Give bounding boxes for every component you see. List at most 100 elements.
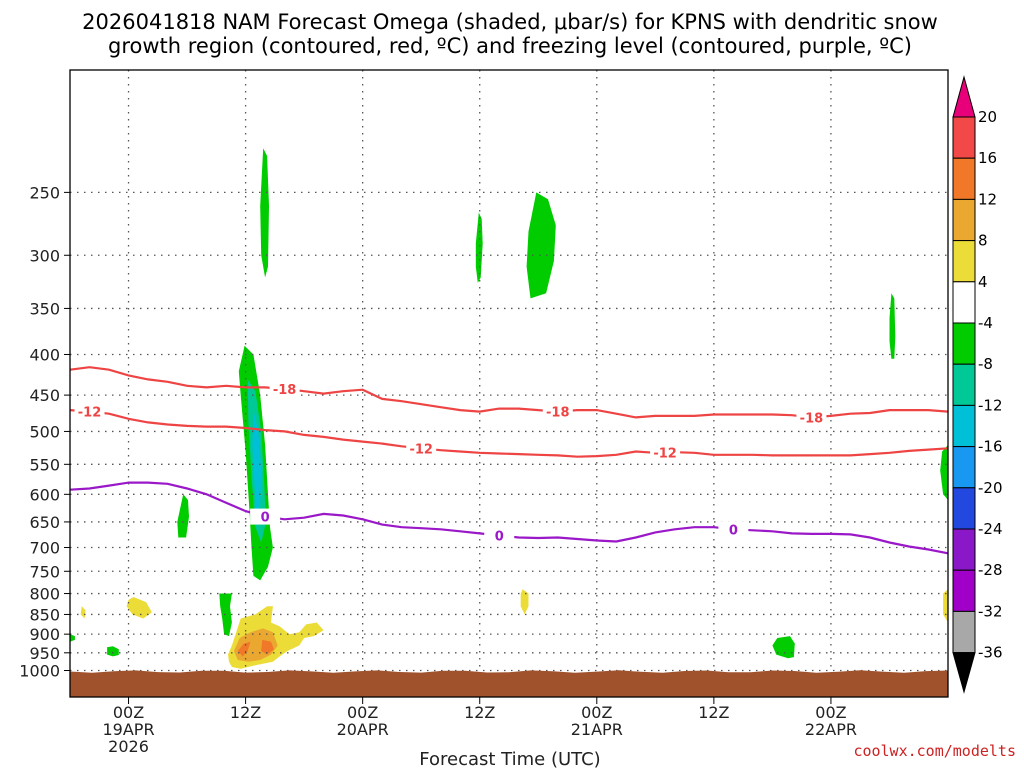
x-tick-48-line1: 00Z xyxy=(581,703,612,722)
y-tick-500: 500 xyxy=(29,422,60,441)
contour-label-0: 0 xyxy=(495,529,504,544)
ground-surface xyxy=(70,670,948,697)
y-tick-700: 700 xyxy=(29,538,60,557)
colorbar-cell-11 xyxy=(952,528,976,571)
colorbar-cell-9 xyxy=(952,446,976,489)
colorbar-label-13: -36 xyxy=(978,644,1003,662)
contour-label-bg-0 xyxy=(484,527,515,544)
colorbar-label-6: -8 xyxy=(978,355,993,373)
y-tick-250: 250 xyxy=(29,183,60,202)
y-tick-400: 400 xyxy=(29,345,60,364)
plot-frame xyxy=(69,69,949,698)
colorbar-label-7: -12 xyxy=(978,396,1003,414)
omega-area-7 xyxy=(177,494,189,538)
y-tick-650: 650 xyxy=(29,513,60,532)
y-tick-950: 950 xyxy=(29,644,60,663)
colorbar-cell-13 xyxy=(952,610,976,654)
contour-label-bg--18 xyxy=(542,403,573,420)
omega-area-18 xyxy=(237,641,251,657)
omega-area-12 xyxy=(940,445,948,500)
contour-label--18: -18 xyxy=(546,406,570,421)
omega-area-15 xyxy=(520,589,529,615)
colorbar-label-2: 12 xyxy=(978,190,997,208)
y-tick-600: 600 xyxy=(29,485,60,504)
y-tick-850: 850 xyxy=(29,605,60,624)
x-tick-0-line3: 2026 xyxy=(108,737,149,756)
plot-area xyxy=(70,70,948,697)
contour-label--18: -18 xyxy=(800,411,824,426)
colorbar-cell-5 xyxy=(952,281,976,324)
y-axis: 2503003504004505005506006507007508008509… xyxy=(19,183,70,681)
contour--12 xyxy=(69,409,949,458)
colorbar-cell-10 xyxy=(952,487,976,530)
colorbar-cell-1 xyxy=(952,116,976,159)
credit-text: coolwx.com/modelts xyxy=(853,742,1016,760)
omega-area-3 xyxy=(889,293,896,359)
colorbar-cell-7 xyxy=(952,363,976,406)
y-tick-900: 900 xyxy=(29,625,60,644)
y-tick-550: 550 xyxy=(29,455,60,474)
x-tick-60-line1: 12Z xyxy=(698,703,729,722)
omega-area-10 xyxy=(70,634,75,642)
omega-area-6 xyxy=(252,410,262,517)
x-tick-72-line1: 00Z xyxy=(815,703,846,722)
colorbar-label-12: -32 xyxy=(978,602,1003,620)
plot-border xyxy=(69,69,949,698)
contour-label--12: -12 xyxy=(653,447,677,462)
colorbar-cell-6 xyxy=(952,322,976,365)
omega-area-13 xyxy=(126,597,152,619)
colorbar-label-0: 20 xyxy=(978,108,997,126)
title-block: 2026041818 NAM Forecast Omega (shaded, μ… xyxy=(82,10,938,58)
colorbar-cell-0 xyxy=(952,75,976,118)
omega-area-19 xyxy=(261,639,274,655)
y-tick-1000: 1000 xyxy=(19,662,60,681)
colorbar-cell-4 xyxy=(952,240,976,283)
x-tick-72-line2: 22APR xyxy=(805,720,857,739)
contour-label-bg--18 xyxy=(269,380,300,397)
omega-area-14 xyxy=(80,606,86,619)
colorbar-cell-2 xyxy=(952,157,976,200)
colorbar-label-9: -20 xyxy=(978,479,1003,497)
colorbar-cell-8 xyxy=(952,404,976,448)
colorbar-label-11: -28 xyxy=(978,561,1003,579)
y-tick-450: 450 xyxy=(29,386,60,405)
x-tick-0-line2: 19APR xyxy=(102,720,154,739)
y-tick-800: 800 xyxy=(29,585,60,604)
colorbar-label-3: 8 xyxy=(978,232,988,250)
contour-label--18: -18 xyxy=(273,383,297,398)
contour-label-bg--12 xyxy=(406,440,437,457)
temperature-contours: -18 -18 -18 -12 -12 -12 0 0 0 xyxy=(69,366,949,555)
colorbar-label-1: 16 xyxy=(978,149,997,167)
x-tick-12-line1: 12Z xyxy=(230,703,261,722)
colorbar-label-5: -4 xyxy=(978,314,993,332)
omega-area-8 xyxy=(219,593,232,637)
omega-area-2 xyxy=(526,192,556,299)
chart-title-line1: 2026041818 NAM Forecast Omega (shaded, μ… xyxy=(82,10,938,34)
contour-label--12: -12 xyxy=(78,406,102,421)
ground-fill xyxy=(70,670,948,697)
x-tick-0-line1: 00Z xyxy=(113,703,144,722)
contour-label--12: -12 xyxy=(409,442,433,457)
contour-label-bg--18 xyxy=(796,409,827,426)
x-tick-24-line2: 20APR xyxy=(337,720,389,739)
omega-area-20 xyxy=(943,589,948,623)
contour-label-bg-0 xyxy=(250,508,281,525)
colorbar-label-10: -24 xyxy=(978,520,1003,538)
colorbar-label-8: -16 xyxy=(978,438,1003,456)
x-tick-24-line1: 00Z xyxy=(347,703,378,722)
plot-background xyxy=(70,70,948,697)
colorbar-cell-12 xyxy=(952,569,976,612)
contour-label-bg-0 xyxy=(718,521,749,538)
chart-title-line2: growth region (contoured, red, ºC) and f… xyxy=(108,34,912,58)
contour-label-bg--12 xyxy=(74,403,105,420)
colorbar-label-4: 4 xyxy=(978,273,988,291)
omega-area-0 xyxy=(260,148,269,278)
colorbar-cell-14 xyxy=(952,652,976,694)
x-axis-label: Forecast Time (UTC) xyxy=(419,749,600,768)
omega-area-1 xyxy=(475,212,483,283)
contour-label-bg--12 xyxy=(650,444,681,461)
y-tick-300: 300 xyxy=(29,246,60,265)
contour-label-0: 0 xyxy=(261,511,270,526)
